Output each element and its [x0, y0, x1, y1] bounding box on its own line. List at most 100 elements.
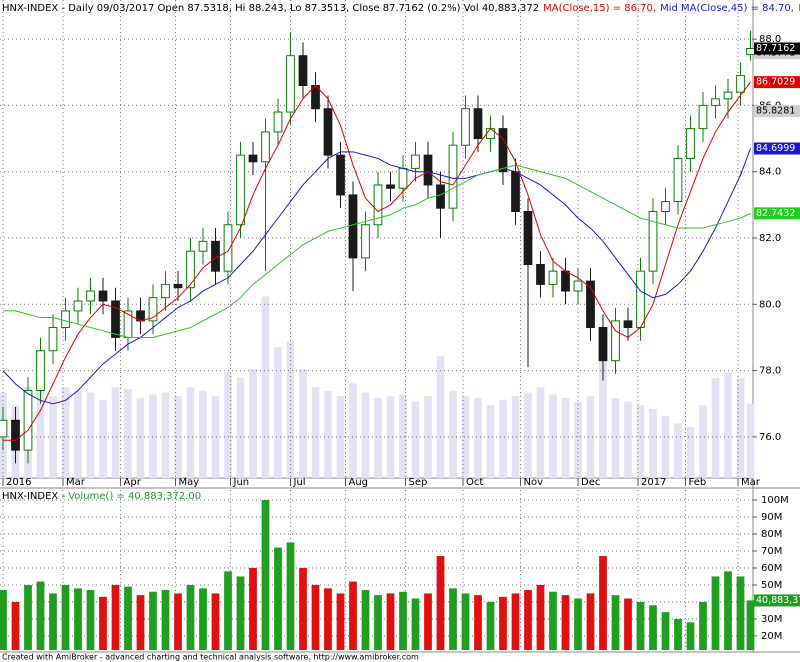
x-tick-label: Aug [349, 477, 369, 488]
candle-body [148, 297, 158, 322]
value-box-label: 40,883,37 [756, 595, 800, 606]
candle-body [236, 154, 245, 226]
volume-bar [49, 593, 57, 650]
volume-bar [574, 598, 582, 650]
candle-body [523, 210, 533, 266]
volume-bar [724, 571, 732, 650]
header-part: HNX-INDEX - [2, 491, 68, 502]
candle-body [373, 184, 383, 226]
candle-body [298, 55, 308, 87]
volume-bar [149, 591, 157, 650]
volume-bar [61, 584, 70, 650]
candle-body [361, 224, 370, 259]
candle-body [536, 264, 545, 285]
candle-body [698, 104, 708, 130]
volume-shadow-bar [274, 347, 282, 478]
volume-bar [261, 500, 270, 650]
volume-bar [524, 590, 532, 650]
volume-header: HNX-INDEX - Volume() = 40,883,372.00 [2, 491, 201, 502]
volume-shadow-bar [311, 387, 320, 478]
footer: Created with AmiBroker - advanced charti… [2, 653, 419, 662]
volume-shadow-bar [361, 392, 370, 478]
y-tick-label: 84.0 [759, 167, 781, 178]
x-tick-label: Mar [66, 477, 86, 488]
volume-shadow-bar [736, 378, 745, 478]
candle-body [273, 111, 283, 133]
volume-bar [711, 576, 720, 650]
volume-bar [199, 588, 207, 650]
volume-shadow-bar [449, 390, 457, 478]
ma-line [2, 148, 751, 405]
volume-bar [649, 605, 657, 650]
candle-body [436, 184, 445, 209]
x-tick-label: Sep [409, 477, 428, 488]
volume-shadow-bar [499, 399, 507, 478]
candle-body [173, 283, 183, 289]
volume-bar [424, 593, 432, 650]
candle-body [636, 270, 645, 329]
candle-body [198, 240, 208, 252]
volume-bar [24, 584, 32, 650]
volume-shadow-bar [711, 378, 720, 478]
volume-shadow-bar [624, 401, 632, 478]
volume-bar [324, 588, 332, 650]
x-tick-label: 2016 [6, 477, 31, 488]
volume-shadow-bar [536, 387, 545, 478]
candle-body [736, 75, 745, 93]
volume-shadow-bar [299, 368, 307, 478]
y-tick-label: 90M [761, 512, 782, 523]
x-tick-label: Dec [581, 477, 600, 488]
candle-body [586, 280, 595, 329]
x-tick-label: Feb [689, 477, 707, 488]
volume-shadow-bar [124, 388, 132, 478]
volume-bar [11, 601, 20, 650]
volume-bar [499, 596, 507, 650]
candle-body [23, 389, 33, 451]
y-tick-label: 70M [761, 546, 782, 557]
y-tick-label: 76.0 [759, 432, 781, 443]
volume-shadow-bar [174, 396, 182, 478]
volume-bar [161, 590, 170, 650]
y-tick-label: 82.0 [759, 233, 781, 244]
candle-body [723, 91, 733, 100]
volume-bar [111, 584, 120, 650]
volume-bar [124, 586, 132, 650]
candle-body [623, 320, 633, 329]
header-part: HNX-INDEX - Daily 09/03/2017 Open 87.531… [2, 3, 539, 14]
volume-bar [661, 612, 670, 650]
candle-body [498, 128, 508, 173]
volume-bar [486, 601, 495, 650]
volume-bar [174, 593, 182, 650]
volume-bar [699, 601, 707, 650]
volume-shadow-bar [561, 398, 570, 478]
value-box [754, 76, 800, 89]
candle-body [423, 154, 433, 186]
candle-body [548, 270, 558, 285]
volume-bar [86, 590, 95, 650]
volume-shadow-bar [186, 387, 195, 478]
candle-body [111, 300, 120, 338]
volume-bar [399, 591, 407, 650]
y-tick-label: 100M [761, 495, 789, 506]
header-part: MA(Close,15) = 86.70, [543, 3, 656, 14]
candle-body [746, 48, 755, 56]
volume-bar [674, 618, 682, 650]
volume-bar [636, 601, 645, 650]
volume-bar [211, 593, 220, 650]
header-part: Volume() = 40,883,372.00 [68, 491, 201, 502]
volume-bar [374, 595, 382, 650]
candle-body [511, 171, 520, 212]
volume-shadow-bar [61, 387, 70, 478]
candle-body [98, 290, 108, 302]
volume-bar [349, 581, 357, 650]
candle-body [286, 55, 295, 113]
header-part: Mid MA(Close,45) = 84.70, [660, 3, 794, 14]
x-tick-label: Nov [524, 477, 544, 488]
x-tick-label: Jun [233, 477, 250, 488]
candle-body [411, 154, 420, 169]
volume-bar [36, 581, 45, 650]
volume-bar [599, 556, 607, 650]
volume-shadow-bar [86, 392, 95, 478]
